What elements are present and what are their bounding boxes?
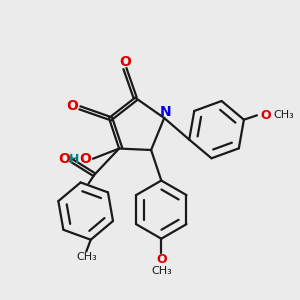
Text: CH₃: CH₃ [76, 252, 97, 262]
Text: CH₃: CH₃ [151, 266, 172, 276]
Text: N: N [160, 105, 172, 118]
Text: O: O [119, 55, 131, 69]
Text: O: O [66, 99, 78, 113]
Text: O: O [156, 253, 166, 266]
Text: CH₃: CH₃ [273, 110, 294, 120]
Text: O: O [58, 152, 70, 166]
Text: H: H [69, 153, 79, 166]
Text: O: O [260, 109, 271, 122]
Text: O: O [80, 152, 92, 166]
